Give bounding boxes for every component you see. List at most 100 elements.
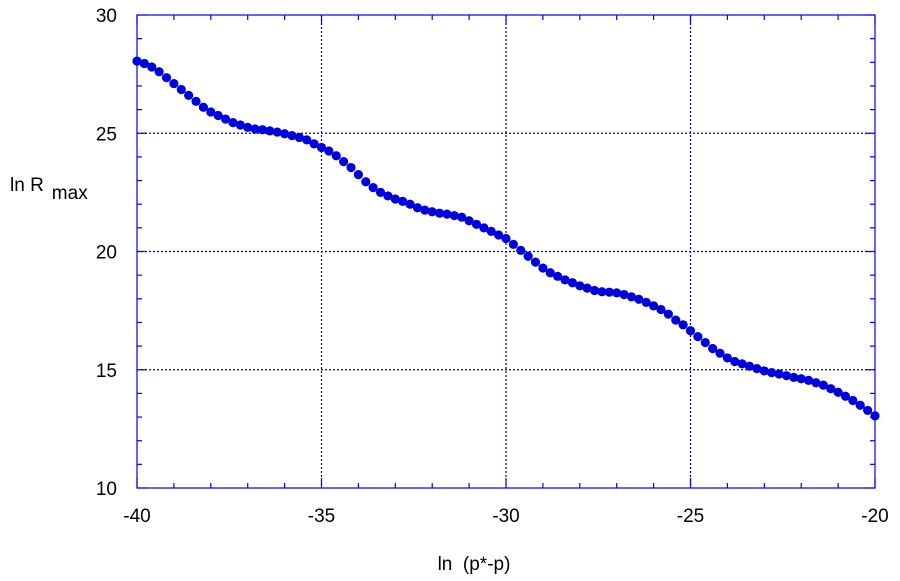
data-point: [759, 366, 769, 376]
data-point: [582, 283, 592, 293]
data-point: [294, 132, 304, 143]
data-point: [641, 297, 651, 307]
data-point: [161, 73, 172, 83]
data-point: [730, 356, 740, 367]
data-point: [833, 387, 843, 397]
data-point: [375, 187, 386, 197]
data-point: [464, 216, 474, 226]
data-point: [501, 233, 511, 244]
data-point: [781, 371, 792, 381]
x-tick-label: -30: [492, 506, 519, 527]
data-point: [184, 90, 194, 101]
data-point: [634, 294, 644, 304]
data-point: [390, 194, 400, 204]
ticks: [136, 14, 876, 489]
data-point: [265, 126, 275, 136]
data-point: [612, 288, 622, 298]
data-point: [191, 96, 201, 106]
data-point: [139, 58, 149, 69]
data-point: [368, 183, 378, 193]
data-point: [774, 369, 784, 379]
data-point: [272, 127, 282, 137]
data-point: [538, 263, 548, 273]
data-point: [767, 367, 777, 378]
data-point: [567, 278, 578, 288]
data-point: [626, 292, 637, 302]
y-tick-labels: 10 15 20 25 30: [96, 6, 117, 500]
data-point: [693, 332, 703, 342]
data-point: [671, 315, 681, 325]
data-point: [656, 304, 666, 315]
data-point: [715, 348, 725, 358]
data-point: [863, 405, 873, 416]
data-point: [700, 337, 710, 348]
data-point: [818, 380, 828, 390]
data-point: [737, 359, 747, 369]
data-point: [826, 384, 836, 394]
data-point: [147, 62, 157, 72]
data-point: [855, 400, 865, 410]
x-tick-labels: -40 -35 -30 -25 -20: [123, 506, 888, 527]
data-point: [685, 326, 696, 336]
data-point: [722, 353, 733, 363]
data-point: [708, 343, 718, 354]
data-point: [604, 287, 614, 297]
data-point: [663, 309, 673, 319]
y-tick-label: 10: [96, 479, 117, 500]
data-point: [420, 205, 430, 215]
data-point: [486, 226, 496, 236]
data-point: [176, 84, 186, 95]
data-point: [494, 230, 504, 240]
data-point: [331, 151, 341, 161]
data-point: [154, 67, 164, 77]
y-axis-title-main: ln R: [10, 175, 44, 196]
data-point: [457, 212, 467, 222]
y-tick-label: 15: [96, 361, 117, 382]
data-point: [508, 239, 518, 250]
data-point: [405, 199, 415, 209]
data-point: [324, 146, 334, 156]
data-point: [361, 177, 371, 187]
data-point: [316, 142, 327, 153]
data-point: [479, 223, 489, 233]
data-point: [235, 120, 245, 130]
data-point: [287, 131, 297, 141]
data-point: [220, 114, 231, 124]
data-point: [442, 209, 452, 219]
data-point: [516, 245, 526, 255]
data-point: [353, 170, 363, 180]
data-point: [228, 118, 238, 128]
y-tick-label: 20: [96, 243, 117, 264]
grid: [137, 15, 875, 488]
data-point: [530, 257, 541, 267]
data-point: [257, 125, 268, 135]
data-point: [198, 102, 209, 112]
data-point: [434, 208, 445, 218]
data-point: [169, 78, 179, 89]
y-axis-title: ln R max: [10, 175, 88, 204]
x-tick-label: -20: [861, 506, 888, 527]
x-tick-label: -25: [677, 506, 704, 527]
y-tick-label: 25: [96, 124, 117, 145]
data-point: [346, 162, 356, 173]
data-point: [280, 129, 290, 139]
data-point: [811, 378, 821, 388]
data-point: [619, 289, 629, 300]
x-tick-label: -35: [308, 506, 335, 527]
data-point: [589, 285, 600, 296]
data-points: [132, 56, 880, 421]
data-point: [471, 219, 482, 229]
data-point: [848, 395, 858, 406]
data-point: [412, 203, 423, 213]
data-point: [427, 207, 437, 217]
data-point: [803, 375, 814, 385]
data-point: [796, 374, 806, 384]
data-point: [560, 275, 570, 285]
data-point: [302, 135, 312, 145]
data-point: [678, 320, 688, 330]
y-tick-label: 30: [96, 6, 117, 27]
data-point: [449, 210, 459, 221]
data-point: [243, 122, 253, 132]
data-point: [206, 107, 216, 117]
